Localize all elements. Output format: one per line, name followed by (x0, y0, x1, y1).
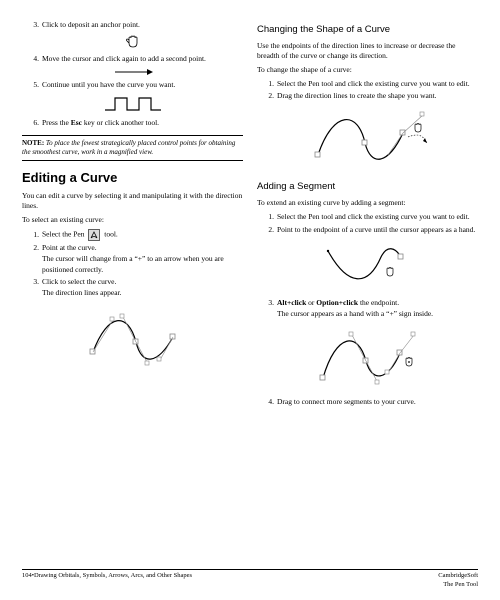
steps-anchor-4: 4.Move the cursor and click again to add… (22, 54, 243, 64)
endpoint-hand-figure (257, 239, 478, 294)
change-shape-p2: To change the shape of a curve: (257, 65, 478, 75)
editing-intro-1: You can edit a curve by selecting it and… (22, 191, 243, 211)
steps-add-segment-c: 4.Drag to connect more segments to your … (257, 397, 478, 407)
step-select-2: 2.Point at the curve. The cursor will ch… (31, 243, 243, 274)
step-as-2: 2.Point to the endpoint of a curve until… (266, 225, 478, 235)
steps-anchor-6: 6.Press the Esc key or click another too… (22, 118, 243, 128)
two-column-layout: 3.Click to deposit an anchor point. 4.Mo… (22, 18, 478, 409)
curve-direction-lines-figure (22, 302, 243, 372)
step-as-4: 4.Drag to connect more segments to your … (266, 397, 478, 407)
change-shape-p1: Use the endpoints of the direction lines… (257, 41, 478, 61)
steps-add-segment-b: 3.Alt+click or Option+click the endpoint… (257, 298, 478, 319)
steps-anchor-5: 5.Continue until you have the curve you … (22, 80, 243, 90)
drag-handles-figure (257, 105, 478, 175)
editing-intro-2: To select an existing curve: (22, 215, 243, 225)
curve-hand-plus-icon (308, 323, 428, 393)
page-footer: 104•Drawing Orbitals, Symbols, Arrows, A… (22, 569, 478, 590)
hand-icon (124, 34, 142, 50)
arrow-right-icon (113, 68, 153, 76)
alt-click-label: Alt+click (277, 298, 306, 307)
steps-select-curve: 1.Select the Pen tool. 2.Point at the cu… (22, 229, 243, 298)
option-click-label: Option+click (316, 298, 358, 307)
step-as-3: 3.Alt+click or Option+click the endpoint… (266, 298, 478, 319)
step-5: 5.Continue until you have the curve you … (31, 80, 243, 90)
note-label: NOTE: (22, 139, 44, 147)
step-select-3-sub: The direction lines appear. (42, 288, 243, 298)
left-column: 3.Click to deposit an anchor point. 4.Mo… (22, 18, 243, 409)
hand-plus-figure (257, 323, 478, 393)
step-3: 3.Click to deposit an anchor point. (31, 20, 243, 30)
curve-drag-icon (303, 105, 433, 175)
pen-tool-icon (88, 229, 100, 241)
note-box: NOTE: To place the fewest strategically … (22, 135, 243, 162)
curve-endpoint-hand-icon (313, 239, 423, 294)
square-wave-figure (22, 94, 243, 114)
note-body: To place the fewest strategically placed… (22, 139, 235, 156)
step-select-1: 1.Select the Pen tool. (31, 229, 243, 241)
step-4: 4.Move the cursor and click again to add… (31, 54, 243, 64)
footer-left: 104•Drawing Orbitals, Symbols, Arrows, A… (22, 572, 192, 590)
arrow-figure (22, 68, 243, 76)
right-column: Changing the Shape of a Curve Use the en… (257, 18, 478, 409)
step-cs-2: 2.Drag the direction lines to create the… (266, 91, 478, 101)
footer-right: CambridgeSoft The Pen Tool (438, 572, 478, 590)
heading-change-shape: Changing the Shape of a Curve (257, 24, 478, 37)
step-select-3: 3.Click to select the curve. The directi… (31, 277, 243, 298)
steps-anchor-points: 3.Click to deposit an anchor point. (22, 20, 243, 30)
hand-icon-figure (22, 34, 243, 50)
square-wave-icon (103, 94, 163, 114)
esc-key-label: Esc (71, 118, 82, 127)
heading-editing-curve: Editing a Curve (22, 169, 243, 187)
step-6: 6.Press the Esc key or click another too… (31, 118, 243, 128)
curve-with-handles-icon (78, 302, 188, 372)
steps-add-segment-a: 1.Select the Pen tool and click the exis… (257, 212, 478, 234)
step-select-2-sub: The cursor will change from a “+” to an … (42, 254, 243, 274)
step-cs-1: 1.Select the Pen tool and click the exis… (266, 79, 478, 89)
step-as-1: 1.Select the Pen tool and click the exis… (266, 212, 478, 222)
add-seg-intro: To extend an existing curve by adding a … (257, 198, 478, 208)
heading-add-segment: Adding a Segment (257, 181, 478, 194)
steps-change-shape: 1.Select the Pen tool and click the exis… (257, 79, 478, 101)
step-as-3-sub: The cursor appears as a hand with a “+” … (277, 309, 478, 319)
